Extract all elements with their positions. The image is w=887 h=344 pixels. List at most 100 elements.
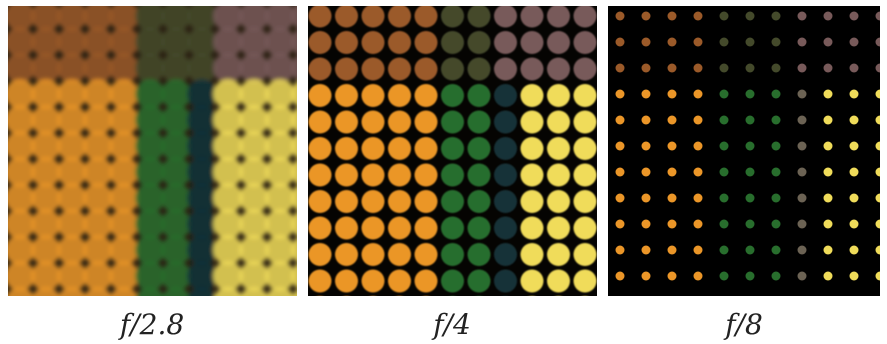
bokeh-disc bbox=[213, 235, 243, 265]
bokeh-disc bbox=[823, 167, 833, 177]
bokeh-disc bbox=[361, 6, 385, 28]
bokeh-disc bbox=[849, 63, 859, 73]
bokeh-disc bbox=[83, 131, 113, 161]
bokeh-disc bbox=[308, 31, 332, 54]
bokeh-disc bbox=[388, 296, 411, 319]
bokeh-disc bbox=[641, 245, 651, 255]
bokeh-disc bbox=[520, 84, 544, 107]
bokeh-disc bbox=[291, 212, 297, 236]
bokeh-disc bbox=[494, 269, 517, 293]
bokeh-disc bbox=[745, 115, 755, 125]
bokeh-disc bbox=[772, 298, 781, 307]
bokeh-disc bbox=[335, 137, 358, 160]
bokeh-disc bbox=[135, 53, 165, 83]
bokeh-disc bbox=[797, 63, 807, 73]
bokeh-disc bbox=[771, 193, 781, 203]
bokeh-disc bbox=[573, 190, 597, 213]
bokeh-disc bbox=[667, 141, 677, 151]
bokeh-disc bbox=[876, 298, 885, 307]
bokeh-disc bbox=[83, 157, 113, 187]
bokeh-disc bbox=[494, 84, 517, 107]
bokeh-disc bbox=[494, 243, 517, 266]
bokeh-disc bbox=[547, 6, 570, 28]
bokeh-disc bbox=[187, 105, 217, 135]
bokeh-disc bbox=[161, 261, 191, 291]
bokeh-disc bbox=[849, 141, 859, 151]
bokeh-disc bbox=[693, 89, 703, 99]
bokeh-disc bbox=[335, 190, 358, 213]
bokeh-disc bbox=[745, 11, 755, 21]
bokeh-disc bbox=[308, 57, 332, 81]
bokeh-disc bbox=[265, 261, 295, 291]
bokeh-disc bbox=[308, 269, 332, 293]
bokeh-disc bbox=[797, 193, 807, 203]
bokeh-disc bbox=[414, 190, 438, 213]
bokeh-disc bbox=[109, 131, 139, 161]
bokeh-disc bbox=[335, 243, 358, 266]
bokeh-disc bbox=[388, 6, 411, 28]
bokeh-disc bbox=[239, 157, 269, 187]
bokeh-disc bbox=[719, 245, 729, 255]
bokeh-disc bbox=[875, 141, 880, 151]
bokeh-disc bbox=[187, 79, 217, 109]
bokeh-disc bbox=[335, 57, 358, 81]
bokeh-disc bbox=[84, 287, 112, 296]
bokeh-disc bbox=[361, 163, 385, 187]
bokeh-disc bbox=[615, 167, 625, 177]
bokeh-disc bbox=[615, 11, 625, 21]
bokeh-disc bbox=[414, 137, 438, 160]
bokeh-disc bbox=[361, 216, 385, 240]
bokeh-disc bbox=[771, 245, 781, 255]
bokeh-disc bbox=[239, 105, 269, 135]
bokeh-disc bbox=[8, 287, 34, 296]
bokeh-disc bbox=[335, 163, 358, 187]
bokeh-disc bbox=[600, 296, 623, 319]
bokeh-disc bbox=[693, 167, 703, 177]
bokeh-disc bbox=[361, 110, 385, 134]
bokeh-disc bbox=[520, 190, 544, 213]
bokeh-disc bbox=[797, 11, 807, 21]
bokeh-disc bbox=[875, 271, 880, 281]
bokeh-disc bbox=[520, 137, 544, 160]
bokeh-pattern bbox=[615, 11, 885, 307]
bokeh-disc bbox=[641, 63, 651, 73]
bokeh-disc bbox=[291, 108, 297, 132]
bokeh-disc bbox=[135, 27, 165, 57]
bokeh-disc bbox=[239, 235, 269, 265]
bokeh-disc bbox=[239, 6, 269, 31]
bokeh-disc bbox=[388, 243, 411, 266]
bokeh-disc bbox=[771, 167, 781, 177]
bokeh-disc bbox=[109, 261, 139, 291]
bokeh-disc bbox=[266, 287, 294, 296]
bokeh-disc bbox=[467, 269, 491, 293]
bokeh-pattern bbox=[308, 6, 623, 319]
bokeh-disc bbox=[187, 157, 217, 187]
bokeh-disc bbox=[693, 219, 703, 229]
bokeh-disc bbox=[797, 89, 807, 99]
bokeh-disc bbox=[719, 63, 729, 73]
bokeh-disc bbox=[849, 11, 859, 21]
bokeh-disc bbox=[388, 216, 411, 240]
bokeh-disc bbox=[291, 264, 297, 288]
bokeh-disc bbox=[291, 6, 297, 28]
bokeh-disc bbox=[291, 186, 297, 210]
bokeh-disc bbox=[615, 89, 625, 99]
bokeh-disc bbox=[797, 219, 807, 229]
bokeh-disc bbox=[135, 105, 165, 135]
bokeh-disc bbox=[849, 115, 859, 125]
bokeh-disc bbox=[719, 89, 729, 99]
bokeh-disc bbox=[57, 209, 87, 239]
bokeh-disc bbox=[745, 193, 755, 203]
bokeh-disc bbox=[875, 167, 880, 177]
bokeh-disc bbox=[31, 131, 61, 161]
bokeh-disc bbox=[547, 31, 570, 54]
bokeh-disc bbox=[388, 110, 411, 134]
bokeh-disc bbox=[388, 31, 411, 54]
bokeh-disc bbox=[187, 6, 217, 31]
bokeh-disc bbox=[161, 209, 191, 239]
bokeh-disc bbox=[414, 269, 438, 293]
bokeh-disc bbox=[265, 131, 295, 161]
bokeh-disc bbox=[875, 115, 880, 125]
bokeh-disc bbox=[441, 57, 464, 81]
bokeh-disc bbox=[494, 57, 517, 81]
